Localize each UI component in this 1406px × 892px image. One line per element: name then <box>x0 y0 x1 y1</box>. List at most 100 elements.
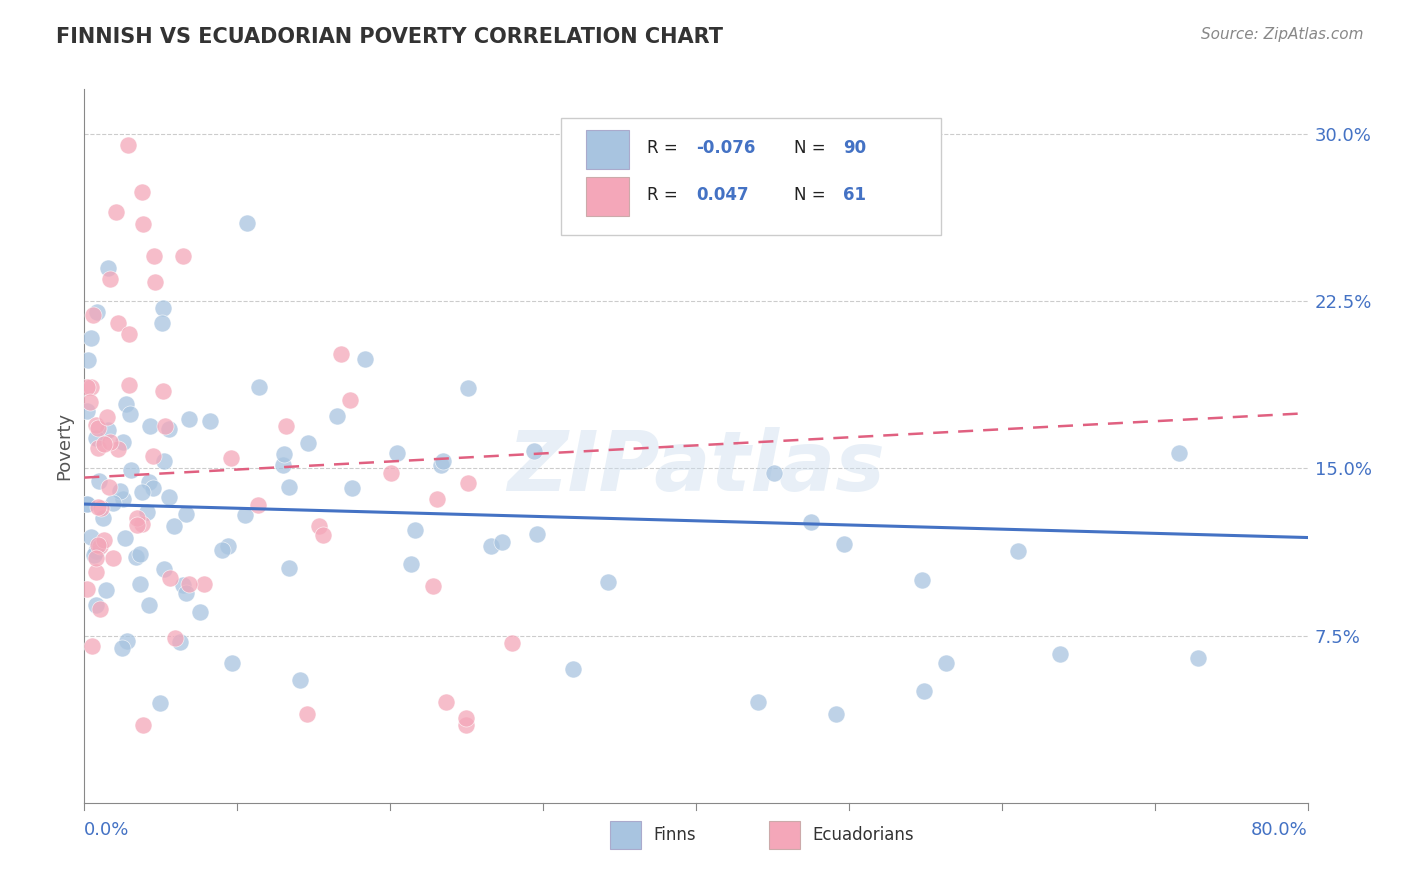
Point <box>82 308 104 322</box>
Point <box>132 217 155 231</box>
Text: N =: N = <box>794 139 825 157</box>
Point <box>87 441 110 455</box>
Point <box>84 417 107 432</box>
Point <box>247 379 270 393</box>
Point <box>523 443 546 458</box>
Point <box>108 483 131 498</box>
Point <box>598 574 620 589</box>
Y-axis label: Poverty: Poverty <box>55 412 73 480</box>
Text: -0.076: -0.076 <box>696 139 755 157</box>
Point <box>211 542 233 557</box>
Point <box>163 519 186 533</box>
Point <box>76 497 98 511</box>
Point <box>90 501 112 516</box>
Point <box>97 480 120 494</box>
Point <box>165 631 187 645</box>
Text: 80.0%: 80.0% <box>1251 821 1308 838</box>
FancyBboxPatch shape <box>610 821 641 849</box>
Point <box>98 271 121 285</box>
Point <box>422 579 444 593</box>
Point <box>1168 445 1191 459</box>
Point <box>159 571 181 585</box>
Point <box>142 249 165 264</box>
Point <box>562 662 585 676</box>
Point <box>114 396 136 410</box>
Point <box>157 491 180 505</box>
Point <box>96 410 118 425</box>
Point <box>86 305 108 319</box>
Point <box>128 547 150 561</box>
Point <box>138 598 160 612</box>
Point <box>1187 651 1209 665</box>
Point <box>76 582 98 596</box>
Point <box>340 481 363 495</box>
Point <box>97 260 120 275</box>
Point <box>80 331 103 345</box>
Point <box>221 657 243 671</box>
Point <box>188 605 211 619</box>
Point <box>277 480 299 494</box>
Point <box>152 301 174 316</box>
Point <box>935 656 957 670</box>
Point <box>111 491 134 506</box>
Point <box>138 418 160 433</box>
Point <box>76 497 98 511</box>
Point <box>153 454 176 468</box>
Point <box>179 577 201 591</box>
Point <box>277 561 299 575</box>
Point <box>217 539 239 553</box>
Point <box>124 549 146 564</box>
Point <box>177 412 200 426</box>
Point <box>526 527 548 541</box>
Point <box>131 484 153 499</box>
Point <box>115 634 138 648</box>
Point <box>491 534 513 549</box>
Point <box>1007 544 1029 558</box>
Point <box>235 508 257 523</box>
Text: Finns: Finns <box>654 826 696 844</box>
Point <box>235 216 257 230</box>
Point <box>457 381 479 395</box>
Point <box>1049 648 1071 662</box>
Point <box>80 639 103 653</box>
Point <box>80 380 103 394</box>
Point <box>432 454 454 468</box>
Point <box>87 421 110 435</box>
Point <box>914 684 936 698</box>
Point <box>131 516 153 531</box>
Point <box>118 407 141 421</box>
Point <box>399 557 422 571</box>
Point <box>193 577 215 591</box>
Point <box>93 533 115 547</box>
Point <box>174 507 197 521</box>
Point <box>454 711 477 725</box>
Point <box>87 500 110 514</box>
Point <box>380 467 402 481</box>
Point <box>297 436 319 450</box>
Point <box>832 537 855 551</box>
Text: 61: 61 <box>842 186 866 203</box>
Point <box>87 538 110 552</box>
Point <box>86 565 108 579</box>
Point <box>83 548 105 562</box>
Point <box>312 528 335 542</box>
Point <box>79 530 101 544</box>
Point <box>107 442 129 457</box>
Text: N =: N = <box>794 186 825 203</box>
Point <box>89 539 111 553</box>
Text: 0.047: 0.047 <box>696 186 748 203</box>
Point <box>339 392 361 407</box>
Point <box>800 515 823 529</box>
Point <box>79 394 101 409</box>
Point <box>174 586 197 600</box>
Point <box>138 475 160 489</box>
Point <box>911 574 934 588</box>
Text: FINNISH VS ECUADORIAN POVERTY CORRELATION CHART: FINNISH VS ECUADORIAN POVERTY CORRELATIO… <box>56 27 723 46</box>
Point <box>387 446 409 460</box>
Point <box>103 495 125 509</box>
Point <box>747 696 769 710</box>
Point <box>120 463 142 477</box>
Point <box>91 511 114 525</box>
FancyBboxPatch shape <box>586 177 628 216</box>
Point <box>93 437 115 451</box>
